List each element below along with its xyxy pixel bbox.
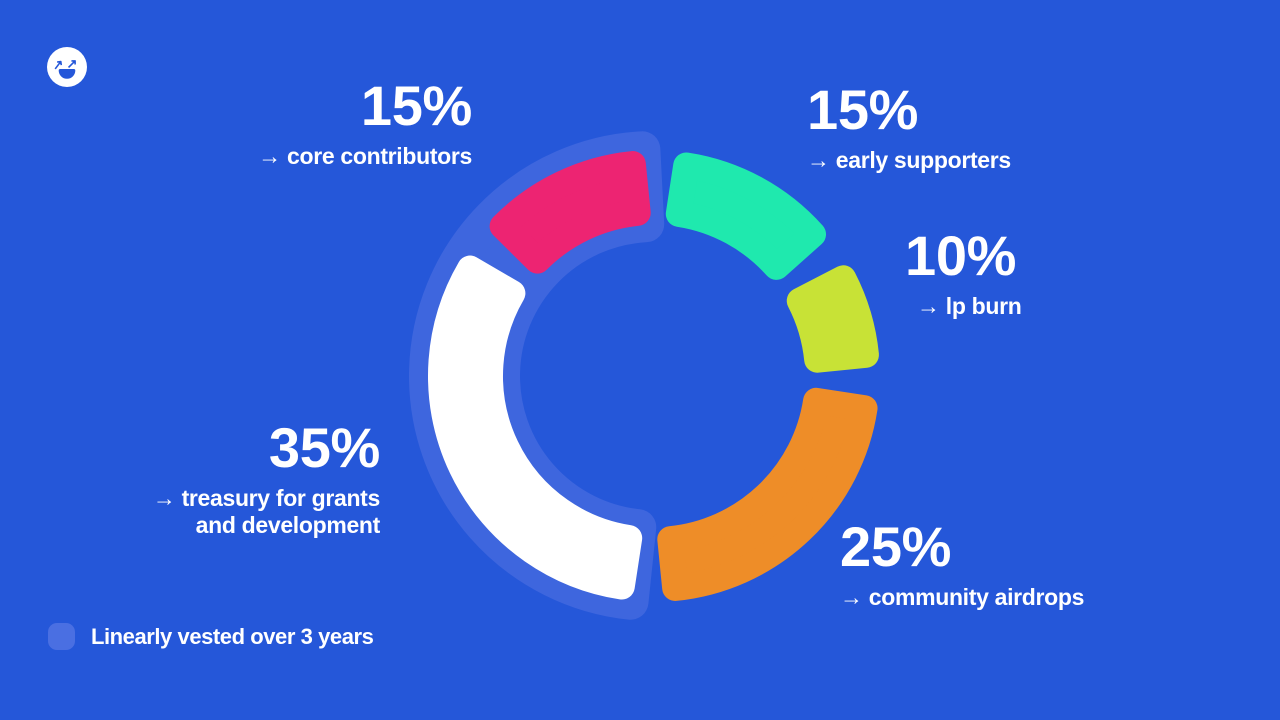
smiley-arrows-logo-icon: ↗ ↗: [47, 47, 87, 87]
treasury-label-line1: → treasury for grants: [152, 485, 381, 511]
vesting-legend: Linearly vested over 3 years: [48, 623, 374, 650]
lp-burn-percent: 10%: [905, 224, 1017, 287]
callout-community-airdrops: 25% → community airdrops: [840, 517, 1084, 611]
segment-treasury-for-grants-and-development: [428, 255, 643, 600]
segment-core-contributors: [489, 151, 651, 274]
lp-burn-label: → lp burn: [917, 293, 1022, 319]
segment-lp-burn: [786, 265, 879, 373]
callout-core-contributors: 15% → core contributors: [258, 76, 472, 170]
treasury-percent: 35%: [268, 416, 380, 479]
core-contributors-label: → core contributors: [258, 143, 472, 169]
early-supporters-label: → early supporters: [807, 147, 1011, 173]
community-airdrops-label: → community airdrops: [840, 584, 1085, 610]
core-contributors-percent: 15%: [360, 74, 472, 137]
callout-treasury: 35% → treasury for grants and developmen…: [152, 416, 381, 539]
vested-swatch-icon: [48, 623, 75, 650]
svg-text:↗: ↗: [67, 56, 78, 71]
early-supporters-percent: 15%: [807, 78, 919, 141]
segment-community-airdrops: [657, 387, 878, 601]
callout-early-supporters: 15% → early supporters: [807, 80, 1011, 174]
community-airdrops-percent: 25%: [840, 515, 952, 578]
treasury-label-line2: and development: [195, 512, 381, 539]
segment-early-supporters: [665, 152, 827, 280]
vesting-legend-label: Linearly vested over 3 years: [91, 623, 374, 649]
treasury-label: → treasury for grants and development: [152, 485, 381, 539]
svg-text:↗: ↗: [52, 56, 65, 72]
callout-lp-burn: 10% → lp burn: [905, 224, 1022, 320]
